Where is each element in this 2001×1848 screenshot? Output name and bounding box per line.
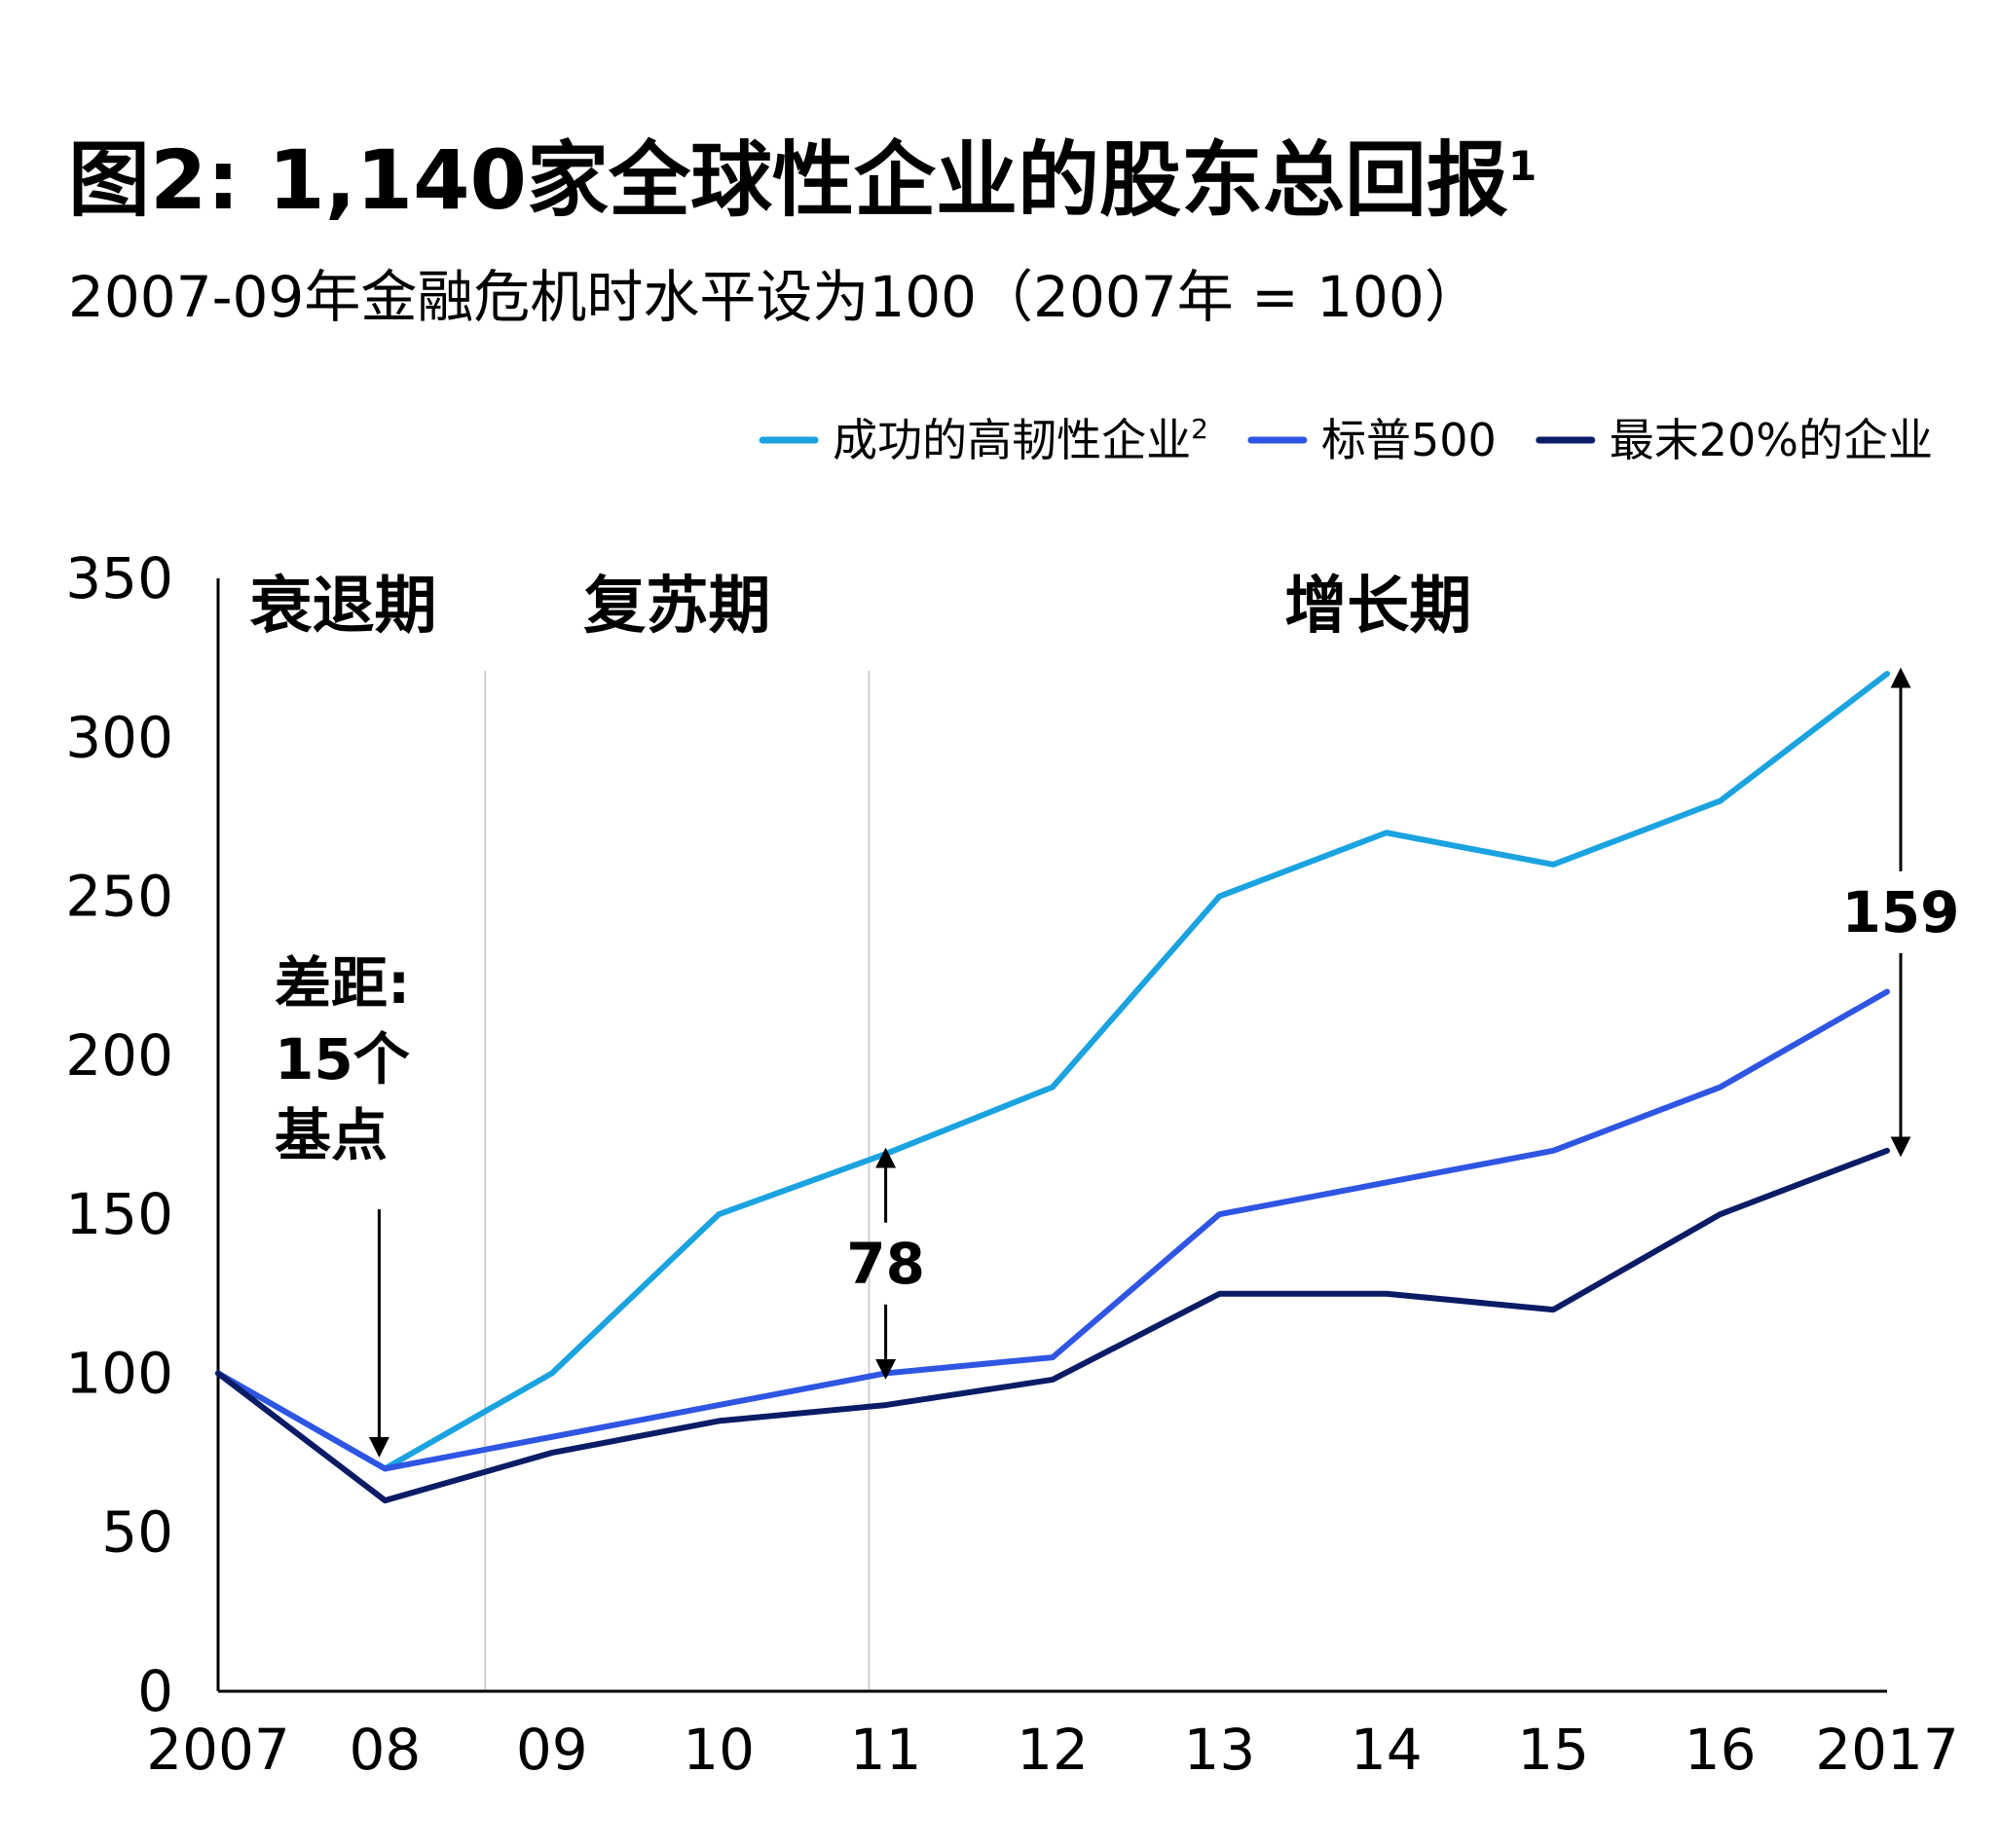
phase-label: 增长期 [1284,571,1471,643]
series-line-2 [215,1147,1890,1504]
x-tick-label: 2007 [146,1717,290,1783]
gap-label-line: 基点 [275,1102,388,1168]
y-tick-label: 50 [101,1499,173,1566]
legend-item-1: 标普500 [1247,414,1497,466]
phase-label: 衰退期 [250,571,437,643]
legend-item-2: 最末20%的企业 [1536,414,1933,466]
x-tick-label: 09 [516,1717,588,1783]
y-tick-label: 250 [65,864,173,930]
y-tick-label: 0 [137,1658,173,1724]
series-line-1 [215,988,1890,1472]
x-tick-label: 08 [349,1717,421,1783]
x-tick-label: 14 [1351,1717,1423,1783]
gap-label-line: 15个 [275,1026,410,1092]
x-tick-label: 12 [1017,1717,1089,1783]
legend-label: 成功的高韧性企业2 [833,413,1208,466]
x-tick-label: 10 [683,1717,755,1783]
series-line-0 [215,670,1890,1472]
y-tick-label: 350 [65,545,173,611]
y-tick-label: 200 [65,1022,173,1089]
legend-label: 标普500 [1321,414,1497,466]
gap-2011-label: 78 [846,1231,925,1297]
x-tick-label: 11 [850,1717,922,1783]
legend-label: 最末20%的企业 [1610,414,1933,466]
gap-label-line: 差距: [275,950,410,1016]
legend-item-0: 成功的高韧性企业2 [759,413,1208,466]
y-tick-label: 300 [65,704,173,770]
phase-label: 复苏期 [583,571,770,643]
x-tick-label: 13 [1183,1717,1255,1783]
y-tick-label: 100 [65,1340,173,1406]
x-tick-label: 15 [1517,1717,1589,1783]
y-tick-label: 150 [65,1181,173,1247]
gap-2017-label: 159 [1841,879,1959,945]
x-tick-label: 16 [1685,1717,1757,1783]
chart-subtitle: 2007-09年金融危机时水平设为100（2007年 = 100） [68,264,1481,330]
chart-title: 图2: 1,140家全球性企业的股东总回报1 [68,132,1538,228]
x-tick-label: 2017 [1815,1717,1959,1783]
